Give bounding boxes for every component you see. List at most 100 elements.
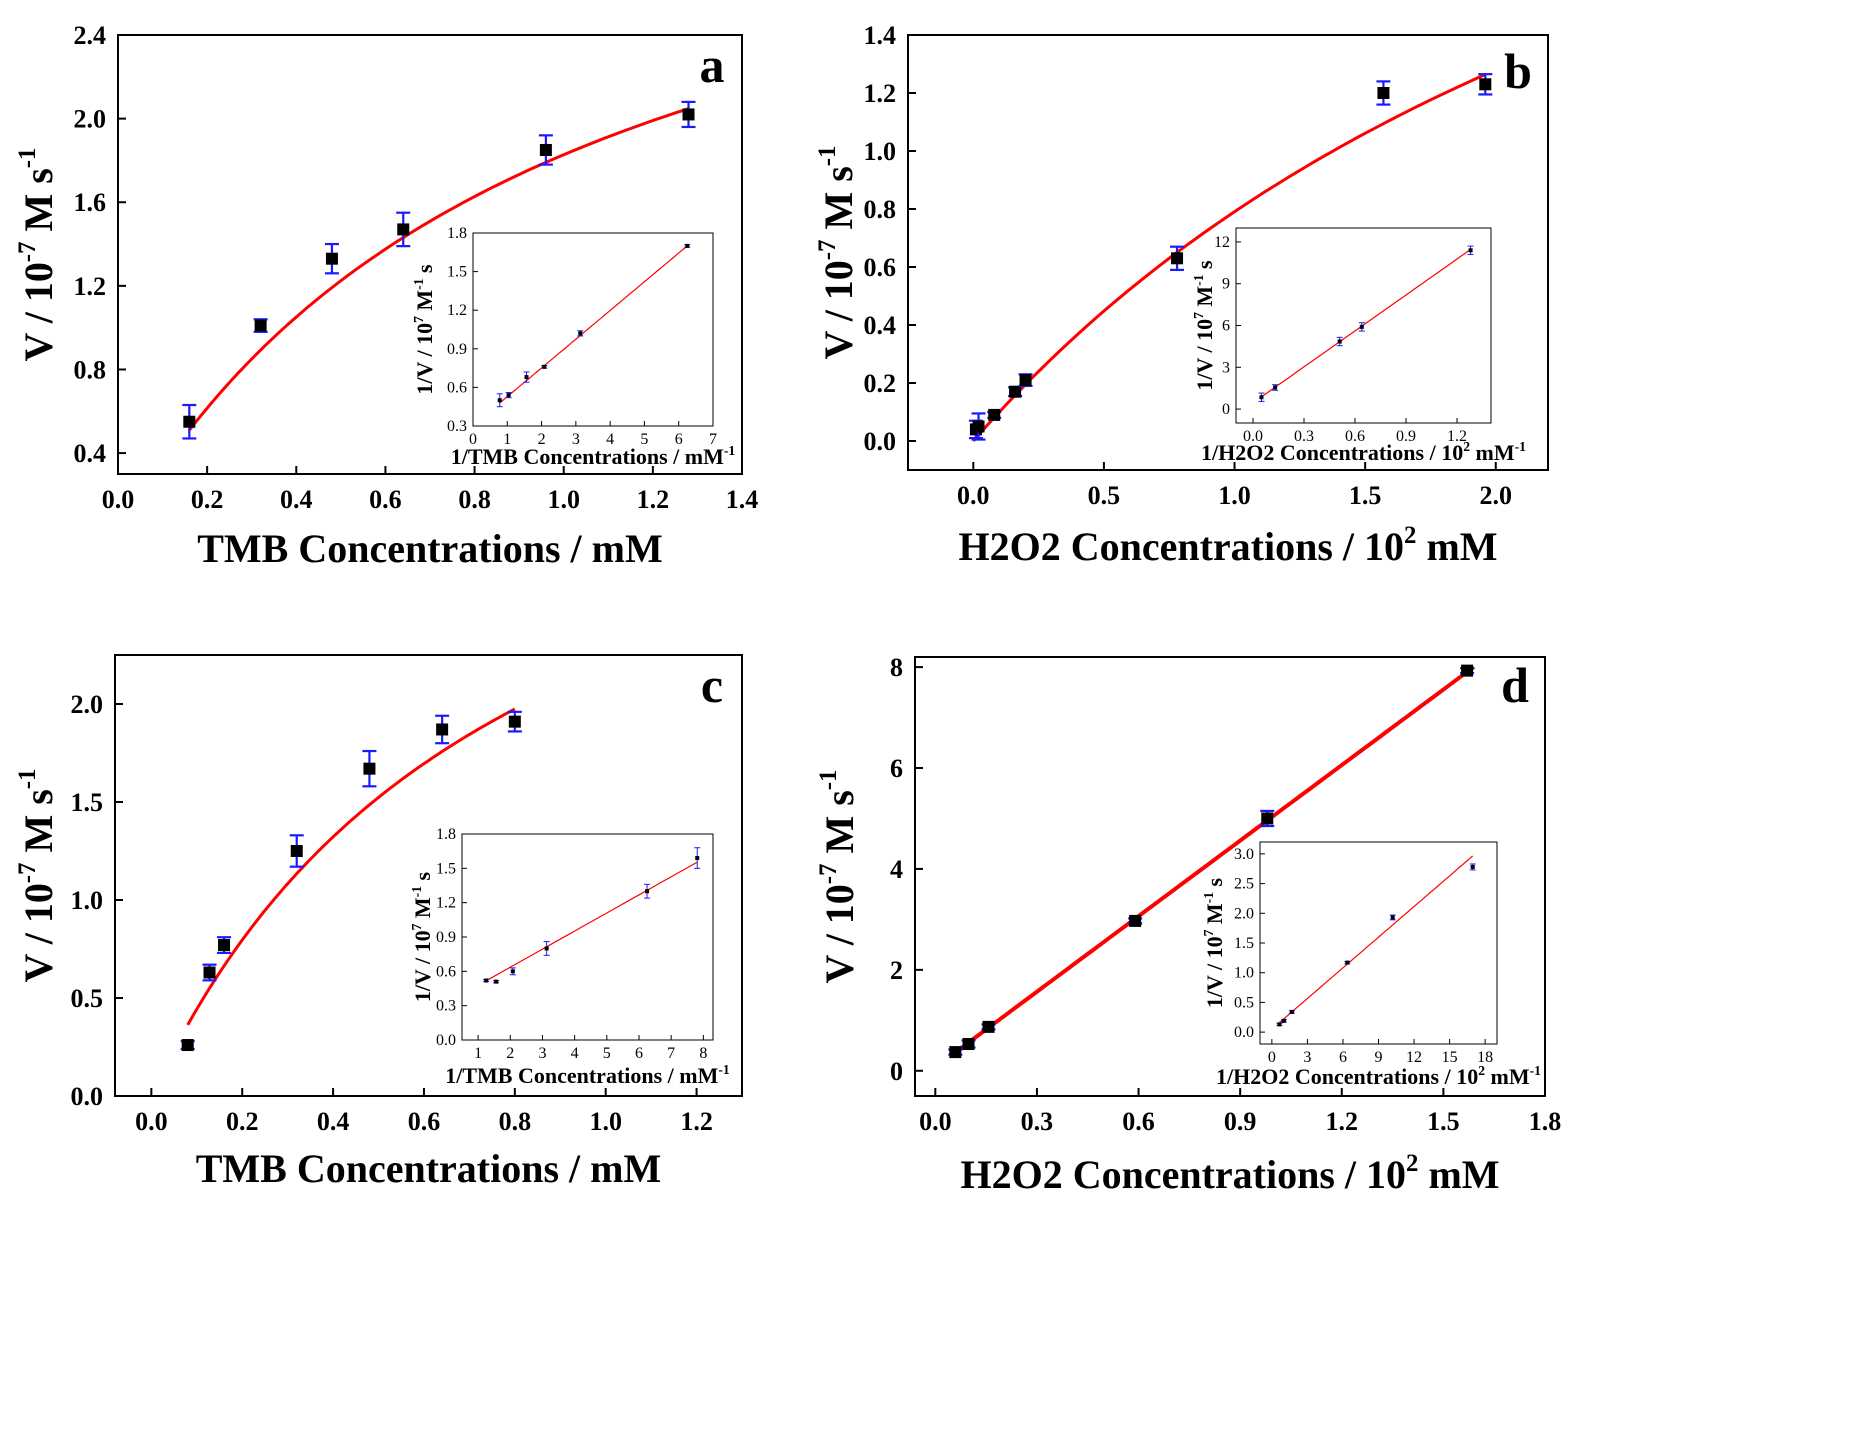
inset-x-tick-label: 8 bbox=[699, 1045, 707, 1062]
inset-y-tick-label: 1.5 bbox=[436, 860, 456, 877]
inset-fit-line bbox=[499, 245, 688, 404]
x-tick-label: 1.4 bbox=[726, 485, 759, 514]
inset-y-tick-label: 1.8 bbox=[436, 826, 456, 843]
y-tick-label: 8 bbox=[890, 653, 903, 682]
x-tick-label: 1.2 bbox=[680, 1107, 713, 1136]
inset-data-point bbox=[1277, 1022, 1282, 1027]
fit-line bbox=[186, 707, 516, 1026]
inset-data-point bbox=[510, 969, 515, 974]
inset-y-tick-label: 1.2 bbox=[436, 895, 456, 912]
inset-x-tick-label: 0 bbox=[1268, 1049, 1276, 1066]
y-tick-label: 0.4 bbox=[74, 439, 107, 468]
inset-x-axis-label: 1/H2O2 Concentrations / 102 mM-1 bbox=[1216, 1063, 1541, 1089]
plot-frame bbox=[117, 34, 743, 475]
inset-y-tick-label: 1.5 bbox=[447, 264, 467, 281]
x-tick-label: 0.0 bbox=[919, 1107, 952, 1136]
x-tick-label: 0.0 bbox=[102, 485, 135, 514]
inset-y-tick-label: 2.5 bbox=[1234, 876, 1254, 893]
inset-background bbox=[1260, 842, 1497, 1044]
panel-letter: d bbox=[1501, 657, 1529, 713]
inset-data-point bbox=[645, 889, 650, 894]
inset-y-tick-label: 12 bbox=[1214, 234, 1230, 251]
inset-data-point bbox=[1345, 960, 1350, 965]
x-tick-label: 0.5 bbox=[1088, 481, 1121, 510]
x-tick-label: 0.6 bbox=[408, 1107, 441, 1136]
x-tick-label: 1.8 bbox=[1529, 1107, 1562, 1136]
x-tick-label: 0.6 bbox=[1122, 1107, 1155, 1136]
x-tick-label: 0.4 bbox=[280, 485, 313, 514]
inset-x-axis-label: 1/TMB Concentrations / mM-1 bbox=[451, 443, 736, 469]
data-point bbox=[1461, 664, 1474, 677]
inset-data-point bbox=[506, 393, 511, 398]
y-tick-label: 0 bbox=[890, 1057, 903, 1086]
inset-data-point bbox=[1470, 864, 1475, 869]
inset-x-tick-label: 7 bbox=[709, 431, 717, 448]
y-tick-label: 0.5 bbox=[71, 984, 104, 1013]
data-point bbox=[949, 1046, 962, 1059]
x-tick-label: 1.0 bbox=[1218, 481, 1251, 510]
y-tick-label: 1.0 bbox=[71, 886, 104, 915]
inset-y-tick-label: 0 bbox=[1222, 401, 1230, 418]
x-tick-label: 1.2 bbox=[637, 485, 670, 514]
inset-x-tick-label: 0.9 bbox=[1396, 428, 1416, 445]
fit-line bbox=[954, 665, 1476, 1055]
data-point bbox=[1479, 78, 1492, 91]
inset-a: 0 1 2 3 4 5 6 7 0.3 0.6 0.9 1.2 1.5 1.8 1/TMB Concentr… bbox=[411, 225, 736, 469]
data-point bbox=[218, 939, 231, 952]
y-tick-label: 1.2 bbox=[864, 79, 897, 108]
inset-x-tick-label: 7 bbox=[667, 1045, 675, 1062]
inset-y-tick-label: 3.0 bbox=[1234, 846, 1254, 863]
data-point bbox=[682, 108, 695, 121]
inset-x-tick-label: 3 bbox=[538, 1045, 546, 1062]
inset-y-axis-label: 1/V / 107 M-1 s bbox=[1191, 260, 1217, 391]
y-tick-label: 1.6 bbox=[74, 188, 107, 217]
inset-x-tick-label: 9 bbox=[1375, 1049, 1383, 1066]
inset-x-tick-label: 0.6 bbox=[1345, 428, 1365, 445]
x-axis-label: H2O2 Concentrations / 102 mM bbox=[958, 522, 1497, 569]
inset-x-tick-label: 6 bbox=[635, 1045, 643, 1062]
y-tick-label: 6 bbox=[890, 754, 903, 783]
x-tick-label: 0.0 bbox=[957, 481, 990, 510]
inset-y-tick-label: 0.9 bbox=[436, 929, 456, 946]
inset-data-point bbox=[524, 375, 529, 380]
data-point bbox=[1261, 812, 1274, 825]
panel-d: 0.0 0.3 0.6 0.9 1.2 1.5 1.8 0 2 4 6 8 H2O2 Concentra… bbox=[815, 653, 1561, 1197]
inset-data-point bbox=[1289, 1009, 1294, 1014]
x-tick-label: 1.0 bbox=[589, 1107, 622, 1136]
inset-x-tick-label: 18 bbox=[1477, 1049, 1493, 1066]
y-tick-label: 0.0 bbox=[71, 1082, 104, 1111]
inset-background bbox=[473, 233, 713, 426]
fit-line bbox=[188, 107, 689, 432]
data-point bbox=[181, 1039, 194, 1052]
y-tick-label: 0.6 bbox=[864, 253, 897, 282]
x-tick-label: 0.9 bbox=[1224, 1107, 1257, 1136]
data-point bbox=[1129, 914, 1142, 927]
data-point bbox=[363, 762, 376, 775]
inset-y-tick-label: 1.8 bbox=[447, 225, 467, 242]
data-point bbox=[203, 966, 216, 979]
inset-y-tick-label: 0.3 bbox=[436, 998, 456, 1015]
inset-y-tick-label: 0.6 bbox=[447, 379, 467, 396]
y-tick-label: 0.8 bbox=[864, 195, 897, 224]
y-tick-label: 0.0 bbox=[864, 427, 897, 456]
panel-letter: a bbox=[700, 37, 725, 93]
inset-y-tick-label: 1.0 bbox=[1234, 965, 1254, 982]
panel-letter: c bbox=[701, 657, 723, 713]
inset-data-point bbox=[1337, 339, 1342, 344]
inset-y-tick-label: 6 bbox=[1222, 318, 1230, 335]
inset-data-point bbox=[542, 364, 547, 369]
data-point bbox=[1019, 374, 1032, 387]
inset-x-tick-label: 15 bbox=[1442, 1049, 1458, 1066]
inset-x-tick-label: 1.2 bbox=[1447, 428, 1467, 445]
x-tick-label: 0.6 bbox=[369, 485, 402, 514]
inset-y-tick-label: 1.2 bbox=[447, 302, 467, 319]
data-point bbox=[254, 319, 267, 332]
inset-fit-line bbox=[485, 861, 698, 982]
inset-data-point bbox=[1259, 395, 1264, 400]
y-tick-label: 0.4 bbox=[864, 311, 897, 340]
x-tick-label: 0.3 bbox=[1021, 1107, 1054, 1136]
x-tick-label: 0.2 bbox=[226, 1107, 259, 1136]
x-axis-label: TMB Concentrations / mM bbox=[197, 526, 663, 571]
data-point bbox=[508, 715, 521, 728]
